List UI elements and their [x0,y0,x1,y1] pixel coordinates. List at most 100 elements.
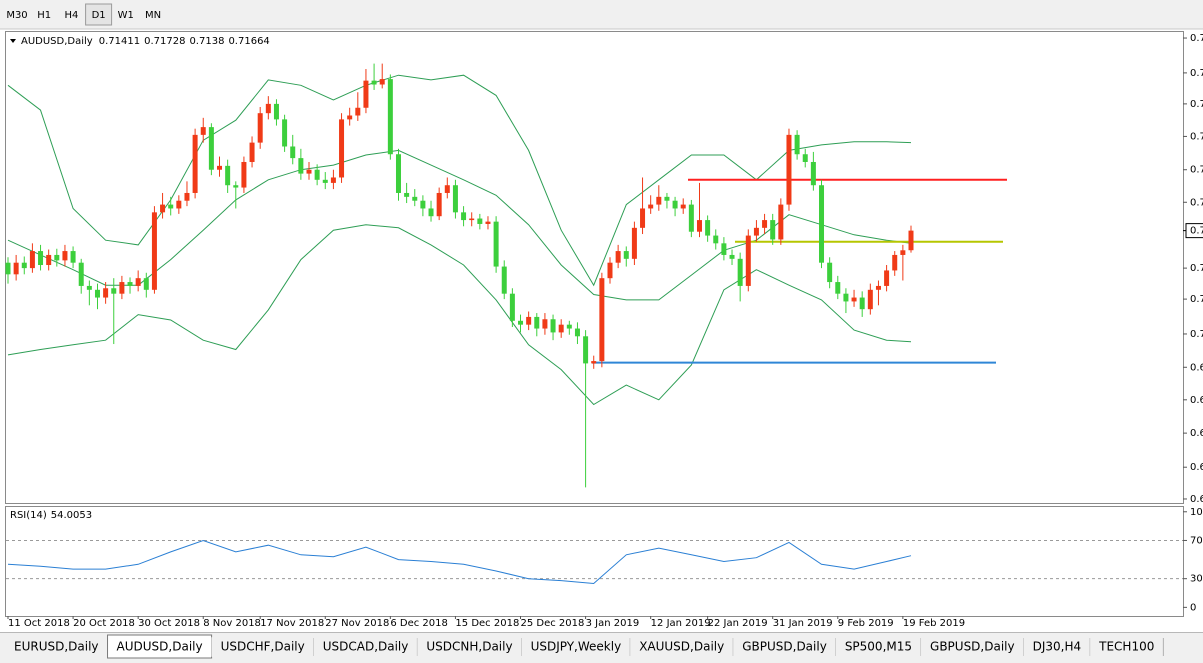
candle-body [680,204,686,209]
bollinger-upper [7,74,912,287]
y-tick-label: 0.68610 [1190,462,1203,473]
tab-label[interactable]: DJ30,H4 [1033,640,1082,654]
x-tick-label: 27 Nov 2018 [325,618,389,629]
candle-body [86,285,92,290]
candle-body [363,80,369,108]
tab-label[interactable]: XAUUSD,Daily [639,640,724,654]
candle-body [566,324,572,329]
x-tick-label: 3 Jan 2019 [586,618,640,629]
candle-body [404,192,410,197]
timeframe-label[interactable]: H4 [64,10,78,21]
candle-body [151,212,157,290]
timeframe-label[interactable]: M30 [6,10,27,21]
tab-label[interactable]: USDCAD,Daily [323,640,409,654]
y-tick-label: 0.69900 [1190,362,1203,373]
y-tick-label: 0.71180 [1190,263,1203,274]
timeframe-button[interactable] [85,3,113,26]
candle-body [705,220,711,236]
tab-label[interactable]: GBPUSD,Daily [742,640,827,654]
timeframe-label[interactable]: MN [145,10,161,21]
rsi-panel [5,506,1184,617]
candle-body [217,165,223,170]
chart-tab[interactable]: XAUUSD,Daily [630,637,734,657]
candle-body [574,328,580,337]
chart-tab[interactable]: USDCHF,Daily [211,637,315,657]
y-tick-label: 0.69480 [1190,395,1203,406]
timeframe-button[interactable] [31,4,58,25]
candle-body [160,204,166,213]
tab-background [5,637,108,657]
x-tick-label: 19 Feb 2019 [903,618,965,629]
x-tick-label: 9 Feb 2019 [838,618,894,629]
candle-body [103,288,109,298]
candle-body [371,80,377,85]
candle-body [648,204,654,209]
candle-body [493,221,499,267]
candle-body [306,169,312,174]
candle-body [526,316,532,325]
chart-tab[interactable]: DJ30,H4 [1023,637,1091,657]
rsi-tick-label: 0 [1190,602,1196,613]
y-tick-label: 0.69050 [1190,428,1203,439]
rsi-readout: 54.0053 [51,510,92,521]
timeframe-label[interactable]: H1 [37,10,51,21]
y-tick-label: 0.72450 [1190,165,1203,176]
candle-body [558,324,564,333]
candle-body [583,336,589,364]
timeframe-button[interactable] [140,4,166,25]
chart-tab[interactable]: AUDUSD,Daily [107,634,213,659]
chart-tab[interactable]: SP500,M15 [835,637,922,657]
tab-label[interactable]: SP500,M15 [845,640,912,654]
candle-body [452,185,458,213]
candle-body [233,185,239,188]
candle-body [469,218,475,221]
toolbar [0,0,1203,29]
candle-body [623,251,629,259]
y-tick-label: 0.73300 [1190,99,1203,110]
candle-body [265,103,271,114]
candle-body [249,142,255,162]
candle-body [631,227,637,259]
candle-body [509,293,515,321]
candle-body [745,235,751,286]
timeframe-label[interactable]: D1 [92,10,106,21]
tab-label[interactable]: TECH100 [1098,640,1154,654]
chart-tab[interactable]: GBPUSD,Daily [733,637,837,657]
candle-body [501,266,507,294]
tab-label[interactable]: USDJPY,Weekly [531,640,622,654]
chart-tab[interactable]: USDCNH,Daily [417,637,523,657]
timeframe-button[interactable] [58,4,85,25]
candle-body [200,127,206,135]
tab-label[interactable]: USDCHF,Daily [221,640,305,654]
chart-tab[interactable]: EURUSD,Daily [5,637,109,657]
tab-label[interactable]: AUDUSD,Daily [117,640,203,654]
candle-body [827,262,833,283]
candle-body [428,208,434,217]
ohlc-readout: 0.71728 [144,36,185,47]
timeframe-label[interactable]: W1 [118,10,134,21]
rsi-line [7,539,912,585]
chart-tab[interactable]: USDCAD,Daily [313,637,418,657]
candle-body [607,262,613,279]
candle-body [143,278,149,290]
candle-body [688,204,694,232]
chart-tab[interactable]: TECH100 [1090,637,1164,657]
tab-label[interactable]: USDCNH,Daily [426,640,512,654]
candle-body [62,251,68,261]
candle-body [591,361,597,364]
x-tick-label: 15 Dec 2018 [455,618,519,629]
chart-tab[interactable]: USDJPY,Weekly [521,637,631,657]
chart-tab[interactable]: GBPUSD,Daily [921,637,1025,657]
bollinger-middle [7,149,912,301]
tab-label[interactable]: GBPUSD,Daily [930,640,1015,654]
tab-background [921,637,1024,657]
tab-label[interactable]: EURUSD,Daily [14,640,99,654]
candle-body [713,235,719,244]
candle-body [664,196,670,201]
timeframe-button[interactable] [4,4,30,25]
timeframe-button[interactable] [112,4,139,25]
candle-body [867,289,873,310]
x-tick-label: 20 Oct 2018 [73,618,135,629]
price-panel [5,31,1184,504]
